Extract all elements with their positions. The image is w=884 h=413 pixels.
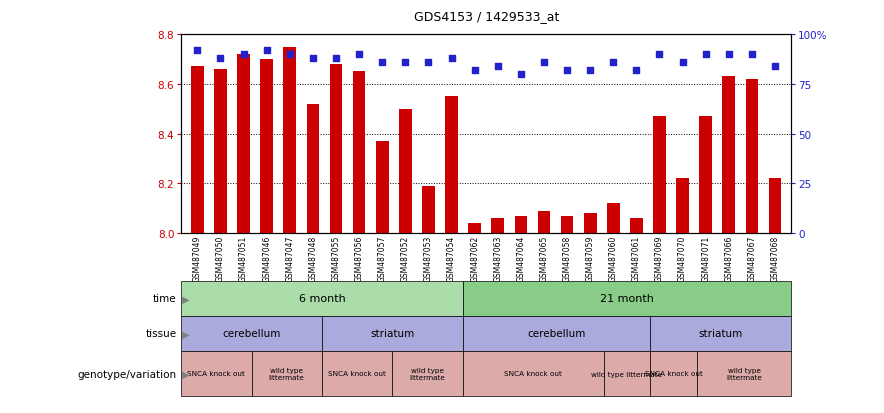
Text: tissue: tissue bbox=[146, 329, 177, 339]
Bar bbox=[261, 60, 273, 233]
Bar bbox=[699, 117, 712, 233]
Bar bbox=[214, 70, 227, 233]
Bar bbox=[560, 216, 574, 233]
Point bbox=[560, 67, 574, 74]
Point bbox=[468, 67, 482, 74]
Text: ▶: ▶ bbox=[179, 329, 189, 339]
Point bbox=[629, 67, 644, 74]
Point bbox=[721, 52, 735, 58]
Text: SNCA knock out: SNCA knock out bbox=[187, 370, 246, 377]
Point bbox=[537, 59, 551, 66]
Point bbox=[352, 52, 366, 58]
Text: ▶: ▶ bbox=[179, 369, 189, 379]
Text: 21 month: 21 month bbox=[600, 294, 654, 304]
Bar bbox=[191, 67, 203, 233]
Text: cerebellum: cerebellum bbox=[223, 329, 281, 339]
Bar bbox=[446, 97, 458, 233]
Bar bbox=[607, 204, 620, 233]
Text: striatum: striatum bbox=[698, 329, 743, 339]
Point bbox=[329, 56, 343, 62]
Bar bbox=[284, 47, 296, 233]
Bar bbox=[745, 80, 758, 233]
Point bbox=[745, 52, 759, 58]
Point bbox=[768, 64, 782, 70]
Point bbox=[237, 52, 251, 58]
Text: wild type littermate: wild type littermate bbox=[591, 370, 662, 377]
Text: SNCA knock out: SNCA knock out bbox=[328, 370, 386, 377]
Bar bbox=[237, 55, 250, 233]
Point bbox=[306, 56, 320, 62]
Bar bbox=[330, 65, 342, 233]
Point bbox=[213, 56, 227, 62]
Text: cerebellum: cerebellum bbox=[528, 329, 586, 339]
Point bbox=[652, 52, 667, 58]
Bar bbox=[537, 211, 551, 233]
Bar bbox=[469, 223, 481, 233]
Point bbox=[514, 71, 528, 78]
Text: SNCA knock out: SNCA knock out bbox=[645, 370, 703, 377]
Bar bbox=[422, 186, 435, 233]
Point bbox=[422, 59, 436, 66]
Text: wild type
littermate: wild type littermate bbox=[727, 367, 762, 380]
Bar bbox=[583, 214, 597, 233]
Point bbox=[283, 52, 297, 58]
Point bbox=[190, 47, 204, 54]
Text: striatum: striatum bbox=[370, 329, 415, 339]
Bar bbox=[653, 117, 666, 233]
Point bbox=[375, 59, 389, 66]
Bar bbox=[353, 72, 365, 233]
Text: genotype/variation: genotype/variation bbox=[78, 369, 177, 379]
Point bbox=[698, 52, 713, 58]
Text: ▶: ▶ bbox=[179, 294, 189, 304]
Text: wild type
littermate: wild type littermate bbox=[269, 367, 305, 380]
Text: GDS4153 / 1429533_at: GDS4153 / 1429533_at bbox=[414, 10, 559, 23]
Text: SNCA knock out: SNCA knock out bbox=[504, 370, 562, 377]
Bar bbox=[769, 179, 781, 233]
Point bbox=[399, 59, 413, 66]
Text: time: time bbox=[153, 294, 177, 304]
Bar bbox=[492, 218, 504, 233]
Text: 6 month: 6 month bbox=[299, 294, 346, 304]
Bar bbox=[376, 142, 389, 233]
Bar bbox=[307, 104, 319, 233]
Bar bbox=[630, 218, 643, 233]
Point bbox=[445, 56, 459, 62]
Bar bbox=[722, 77, 735, 233]
Point bbox=[675, 59, 690, 66]
Bar bbox=[514, 216, 527, 233]
Point bbox=[606, 59, 621, 66]
Point bbox=[583, 67, 598, 74]
Text: wild type
littermate: wild type littermate bbox=[409, 367, 446, 380]
Point bbox=[260, 47, 274, 54]
Point bbox=[491, 64, 505, 70]
Bar bbox=[399, 109, 412, 233]
Bar bbox=[676, 179, 689, 233]
